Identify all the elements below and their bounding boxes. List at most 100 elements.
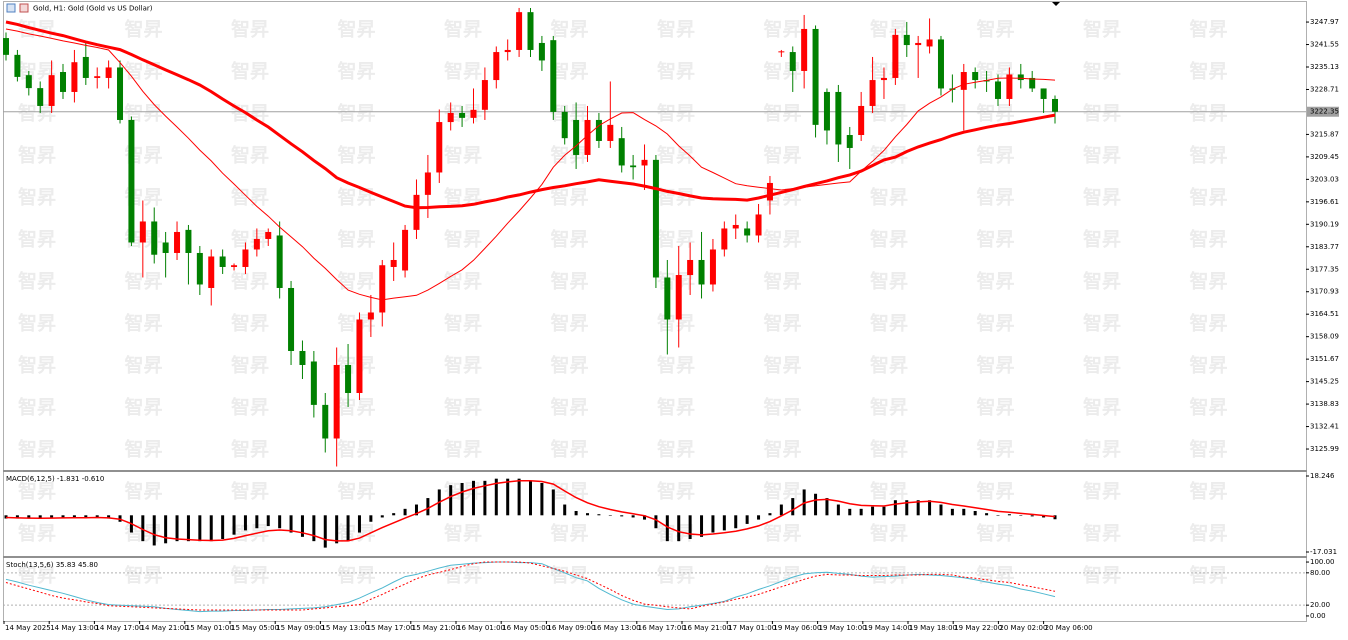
x-tick-label: 20 May 06:00: [1045, 624, 1093, 632]
macd-bar: [700, 515, 704, 537]
macd-bar: [950, 508, 954, 516]
candle-body: [915, 42, 922, 46]
macd-bar: [814, 493, 818, 516]
watermark: 智昇: [1190, 18, 1228, 41]
candle-body: [778, 51, 785, 53]
y-tick-label: 3209.45: [1310, 153, 1339, 161]
watermark: 智昇: [231, 186, 269, 209]
candle-body: [82, 56, 89, 78]
macd-bar: [882, 506, 886, 516]
candle-body: [846, 135, 853, 148]
y-tick-label: 3241.55: [1310, 41, 1339, 49]
moving-average: [5, 28, 1056, 301]
watermark: 智昇: [125, 564, 163, 587]
watermark: 智昇: [18, 396, 56, 419]
watermark: 智昇: [657, 564, 695, 587]
macd-bar: [483, 480, 487, 516]
macd-bar: [711, 515, 715, 533]
candle-body: [105, 67, 112, 78]
candle-body: [253, 238, 260, 250]
candle-body: [436, 122, 443, 173]
candle-body: [162, 242, 169, 253]
watermark: 智昇: [231, 522, 269, 545]
watermark: 智昇: [870, 228, 908, 251]
watermark: 智昇: [764, 396, 802, 419]
watermark: 智昇: [977, 186, 1015, 209]
candle-body: [3, 38, 9, 55]
x-tick-label: 17 May 01:00: [728, 624, 776, 632]
candle-body: [675, 275, 682, 320]
x-tick-label: 19 May 10:00: [819, 624, 867, 632]
last-price-box: [1307, 106, 1339, 117]
macd-bar: [323, 515, 327, 548]
watermark: 智昇: [125, 438, 163, 461]
x-tick-label: 16 May 13:00: [593, 624, 641, 632]
candle-body: [37, 88, 44, 106]
y-tick-label: 3235.13: [1310, 63, 1339, 71]
watermark: 智昇: [551, 480, 589, 503]
x-tick-label: 19 May 14:00: [864, 624, 912, 632]
watermark: 智昇: [657, 144, 695, 167]
macd-bar: [551, 489, 555, 516]
candle-body: [128, 119, 135, 243]
watermark: 智昇: [977, 564, 1015, 587]
macd-bar: [962, 508, 966, 516]
watermark: 智昇: [764, 522, 802, 545]
watermark: 智昇: [551, 354, 589, 377]
watermark: 智昇: [231, 312, 269, 335]
macd-bar: [61, 515, 65, 518]
frame: [3, 1, 1307, 622]
macd-bar: [175, 515, 179, 542]
watermark: 智昇: [977, 354, 1015, 377]
watermark: 智昇: [18, 144, 56, 167]
watermark: 智昇: [18, 564, 56, 587]
macd-bar: [734, 515, 738, 529]
watermark: 智昇: [338, 564, 376, 587]
macd-bar: [517, 478, 521, 516]
macd-bar: [471, 480, 475, 516]
candle-body: [117, 67, 124, 120]
watermark: 智昇: [657, 18, 695, 41]
watermark: 智昇: [764, 480, 802, 503]
candle-body: [994, 81, 1001, 99]
candle-body: [333, 364, 340, 439]
watermark: 智昇: [231, 480, 269, 503]
y-tick-label: 3190.19: [1310, 220, 1339, 228]
macd-bar: [4, 515, 8, 519]
macd-bar: [848, 508, 852, 516]
x-tick-label: 16 May 21:00: [683, 624, 731, 632]
watermark: 智昇: [18, 102, 56, 125]
macd-bar: [289, 515, 293, 533]
candle-body: [310, 361, 317, 405]
candle-body: [174, 231, 181, 253]
watermark: 智昇: [1083, 480, 1121, 503]
watermark: 智昇: [764, 270, 802, 293]
x-tick-label: 16 May 01:00: [457, 624, 505, 632]
watermark: 智昇: [870, 186, 908, 209]
candle-body: [709, 249, 716, 285]
watermark: 智昇: [1083, 144, 1121, 167]
macd-bar: [985, 513, 989, 516]
y-tick-label: 3183.77: [1310, 243, 1339, 251]
watermark: 智昇: [444, 60, 482, 83]
macd-bar: [494, 478, 498, 516]
macd-bar: [893, 500, 897, 516]
candle-body: [641, 159, 648, 166]
watermark: 智昇: [338, 18, 376, 41]
candle-body: [470, 109, 477, 118]
watermark: 智昇: [1083, 522, 1121, 545]
macd-bar: [357, 515, 361, 533]
watermark: 智昇: [1190, 186, 1228, 209]
candle-body: [219, 256, 226, 267]
candle-body: [481, 80, 488, 110]
macd-bar: [300, 515, 304, 537]
macd-bar: [859, 508, 863, 516]
candle-body: [561, 111, 568, 139]
macd-bar: [346, 515, 350, 542]
x-tick-label: 15 May 21:00: [412, 624, 460, 632]
macd-bar: [1053, 515, 1057, 520]
watermark: 智昇: [551, 396, 589, 419]
macd-bar: [597, 514, 601, 516]
y-tick-label: 18.246: [1310, 472, 1335, 480]
